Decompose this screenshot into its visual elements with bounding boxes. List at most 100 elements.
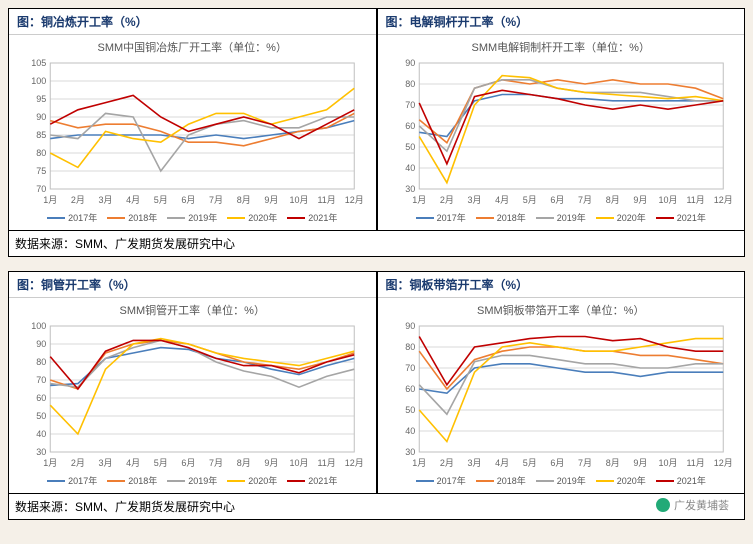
svg-text:11月: 11月 [686,195,704,205]
svg-text:1月: 1月 [412,195,426,205]
legend-item: 2019年 [167,474,217,487]
legend-item: 2018年 [476,474,526,487]
svg-text:3月: 3月 [99,195,113,205]
svg-text:6月: 6月 [181,195,195,205]
legend-swatch [596,217,614,219]
legend-item: 2019年 [167,211,217,224]
svg-text:5月: 5月 [522,458,536,468]
chart-header: 图：铜板带箔开工率（%） [378,272,745,298]
chart-title: SMM中国铜冶炼厂开工率（单位：%） [9,35,376,55]
svg-text:8月: 8月 [605,458,619,468]
svg-text:10月: 10月 [289,195,308,205]
watermark-text: 广发黄埔荟 [674,497,729,513]
legend-label: 2018年 [128,474,157,487]
svg-text:3月: 3月 [99,458,113,468]
svg-text:60: 60 [405,121,415,131]
legend-label: 2020年 [248,474,277,487]
legend-label: 2021年 [677,474,706,487]
legend-swatch [287,480,305,482]
svg-text:70: 70 [36,375,46,385]
chart-cell-strip: 图：铜板带箔开工率（%）SMM铜板带箔开工率（单位：%）304050607080… [377,271,746,494]
chart-title: SMM铜管开工率（单位：%） [9,298,376,318]
chart-plot: 7075808590951001051月2月3月4月5月6月7月8月9月10月1… [15,57,370,207]
svg-text:4月: 4月 [495,458,509,468]
chart-legend: 2017年 2018年 2019年 2020年 2021年 [9,472,376,493]
legend-label: 2017年 [68,474,97,487]
svg-text:85: 85 [36,130,46,140]
svg-text:12月: 12月 [345,458,364,468]
legend-label: 2020年 [617,474,646,487]
svg-text:6月: 6月 [181,458,195,468]
svg-text:3月: 3月 [467,195,481,205]
svg-text:11月: 11月 [317,195,335,205]
legend-swatch [476,217,494,219]
chart-plot: 304050607080901月2月3月4月5月6月7月8月9月10月11月12… [384,320,739,470]
svg-text:7月: 7月 [209,458,223,468]
chart-header: 图：铜管开工率（%） [9,272,376,298]
svg-text:8月: 8月 [237,458,251,468]
svg-text:11月: 11月 [317,458,335,468]
svg-text:40: 40 [405,163,415,173]
legend-item: 2017年 [416,474,466,487]
chart-header: 图：铜冶炼开工率（%） [9,9,376,35]
svg-text:30: 30 [405,447,415,457]
legend-label: 2021年 [308,474,337,487]
svg-text:90: 90 [405,58,415,68]
svg-text:70: 70 [36,184,46,194]
svg-text:90: 90 [405,321,415,331]
svg-text:80: 80 [36,148,46,158]
legend-item: 2018年 [107,474,157,487]
svg-text:8月: 8月 [237,195,251,205]
legend-item: 2017年 [416,211,466,224]
legend-swatch [536,217,554,219]
svg-text:9月: 9月 [633,458,647,468]
svg-text:10月: 10月 [289,458,308,468]
svg-text:30: 30 [36,447,46,457]
svg-text:30: 30 [405,184,415,194]
legend-swatch [416,217,434,219]
svg-text:4月: 4月 [495,195,509,205]
legend-label: 2017年 [437,474,466,487]
chart-cell-tube: 图：铜管开工率（%）SMM铜管开工率（单位：%）3040506070809010… [8,271,377,494]
svg-text:1月: 1月 [412,458,426,468]
legend-label: 2018年 [128,211,157,224]
legend-swatch [227,217,245,219]
legend-item: 2019年 [536,211,586,224]
chart-title: SMM电解铜制杆开工率（单位：%） [378,35,745,55]
svg-text:6月: 6月 [550,195,564,205]
legend-item: 2021年 [656,474,706,487]
svg-text:40: 40 [405,426,415,436]
svg-text:100: 100 [31,76,46,86]
chart-plot: 304050607080901001月2月3月4月5月6月7月8月9月10月11… [15,320,370,470]
legend-swatch [656,480,674,482]
watermark: 广发黄埔荟 [652,496,733,514]
legend-swatch [476,480,494,482]
legend-item: 2021年 [656,211,706,224]
svg-text:4月: 4月 [126,195,140,205]
legend-item: 2020年 [596,474,646,487]
legend-item: 2019年 [536,474,586,487]
watermark-icon [656,498,670,512]
legend-label: 2019年 [188,474,217,487]
svg-text:7月: 7月 [209,195,223,205]
legend-swatch [167,480,185,482]
legend-label: 2018年 [497,211,526,224]
svg-text:2月: 2月 [71,458,85,468]
source-text: 数据来源：SMM、广发期货发展研究中心 [8,494,745,520]
svg-text:2月: 2月 [439,195,453,205]
svg-text:75: 75 [36,166,46,176]
svg-text:12月: 12月 [713,458,732,468]
legend-label: 2017年 [68,211,97,224]
legend-swatch [107,217,125,219]
legend-label: 2018年 [497,474,526,487]
chart-plot: 304050607080901月2月3月4月5月6月7月8月9月10月11月12… [384,57,739,207]
chart-title: SMM铜板带箔开工率（单位：%） [378,298,745,318]
legend-item: 2020年 [227,211,277,224]
svg-text:60: 60 [36,393,46,403]
svg-text:1月: 1月 [43,195,57,205]
svg-text:40: 40 [36,429,46,439]
chart-legend: 2017年2018年2019年2020年2021年 [9,209,376,230]
svg-text:7月: 7月 [578,195,592,205]
svg-text:5月: 5月 [154,195,168,205]
legend-swatch [107,480,125,482]
